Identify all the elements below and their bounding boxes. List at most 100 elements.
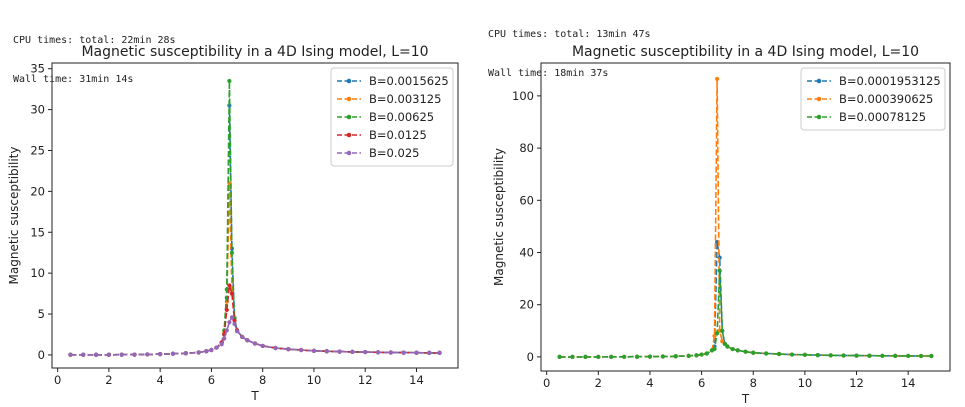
legend-label: B=0.0001953125 xyxy=(839,74,941,88)
wall-time-text: Wall time: 18min 37s xyxy=(488,68,609,79)
cell-output-right: CPU times: total: 13min 47s Wall time: 1… xyxy=(488,2,651,93)
data-point xyxy=(229,250,235,255)
data-point xyxy=(229,291,235,296)
data-point xyxy=(183,351,188,356)
chart-title: Magnetic susceptibility in a 4D Ising mo… xyxy=(81,44,428,60)
series-line xyxy=(70,183,440,356)
data-point xyxy=(906,353,911,359)
data-point xyxy=(854,353,859,358)
x-tick-label: 8 xyxy=(259,373,266,387)
y-tick-label: 0 xyxy=(38,348,45,362)
x-tick-label: 0 xyxy=(543,376,550,390)
x-axis-label: T xyxy=(250,389,259,403)
data-point xyxy=(570,354,575,359)
legend-marker xyxy=(346,78,352,84)
data-point xyxy=(712,346,717,352)
data-point xyxy=(583,354,588,359)
cpu-times-text: CPU times: total: 22min 28s xyxy=(13,35,176,46)
legend-item: B=0.000390625 xyxy=(807,92,933,106)
data-point xyxy=(714,331,720,336)
legend-marker xyxy=(816,114,822,120)
series-B=0.0001953125 xyxy=(557,239,934,359)
data-point xyxy=(751,350,756,355)
data-point xyxy=(232,318,237,323)
y-tick-label: 100 xyxy=(512,89,534,103)
chart-2: Magnetic susceptibility in a 4D Ising mo… xyxy=(492,44,951,406)
data-point xyxy=(704,351,709,356)
data-point xyxy=(227,320,232,325)
data-point xyxy=(437,350,442,355)
data-point xyxy=(622,354,627,359)
y-axis-label: Magnetic susceptibility xyxy=(492,148,506,286)
data-point xyxy=(414,350,419,355)
data-point xyxy=(119,352,124,357)
x-tick-label: 2 xyxy=(105,373,112,387)
legend-item: B=0.00078125 xyxy=(807,110,926,124)
x-tick-label: 12 xyxy=(849,376,864,390)
data-point xyxy=(427,350,432,355)
data-point xyxy=(918,353,924,359)
data-point xyxy=(252,341,258,346)
legend-box xyxy=(330,67,454,167)
data-point xyxy=(867,353,872,358)
legend-label: B=0.0015625 xyxy=(369,74,449,88)
y-tick-label: 25 xyxy=(30,143,45,157)
data-point xyxy=(743,349,748,354)
data-point xyxy=(286,347,291,352)
data-point xyxy=(224,287,229,292)
legend-label: B=0.000390625 xyxy=(839,92,933,106)
legend-label: B=0.00625 xyxy=(369,110,434,124)
cpu-times-text: CPU times: total: 13min 47s xyxy=(488,29,651,40)
legend: B=0.0001953125 B=0.000390625 B=0.00078125 xyxy=(800,67,946,131)
data-point xyxy=(234,329,240,334)
x-axis-label: T xyxy=(741,392,750,406)
data-point xyxy=(634,354,640,359)
y-tick-label: 80 xyxy=(519,141,534,155)
series-line xyxy=(559,241,932,358)
data-point xyxy=(401,350,406,355)
legend-label: B=0.0125 xyxy=(369,128,427,142)
data-point xyxy=(260,343,265,349)
y-tick-label: 0 xyxy=(527,350,534,364)
data-point xyxy=(841,353,846,358)
wall-time-text: Wall time: 31min 14s xyxy=(13,74,134,85)
data-point xyxy=(929,353,934,359)
legend-marker xyxy=(816,96,822,102)
data-point xyxy=(828,353,833,358)
data-point xyxy=(204,349,209,354)
legend-marker xyxy=(346,150,352,156)
data-point xyxy=(647,354,653,359)
data-point xyxy=(712,333,717,339)
data-point xyxy=(686,353,691,358)
series-B=0.025 xyxy=(68,315,442,357)
data-point xyxy=(81,352,86,357)
legend-label: B=0.00078125 xyxy=(839,110,926,124)
x-tick-label: 6 xyxy=(698,376,705,390)
data-point xyxy=(557,354,562,359)
data-point xyxy=(224,307,229,313)
data-point xyxy=(229,315,235,320)
chart-title: Magnetic susceptibility in a 4D Ising mo… xyxy=(572,44,919,60)
y-tick-label: 20 xyxy=(519,298,534,312)
legend-marker xyxy=(346,132,352,138)
x-tick-label: 14 xyxy=(901,376,916,390)
data-point xyxy=(694,353,699,358)
legend-item: B=0.025 xyxy=(337,146,419,160)
x-tick-label: 10 xyxy=(307,373,322,387)
data-point xyxy=(893,353,898,358)
x-tick-label: 2 xyxy=(595,376,602,390)
data-point xyxy=(219,342,224,347)
data-point xyxy=(764,351,769,356)
y-tick-label: 10 xyxy=(30,266,45,280)
data-point xyxy=(214,345,219,350)
data-point xyxy=(735,348,740,353)
legend-item: B=0.00625 xyxy=(337,110,434,124)
data-point xyxy=(363,349,368,355)
y-tick-label: 5 xyxy=(38,307,45,321)
data-point xyxy=(388,350,393,355)
data-point xyxy=(596,354,601,359)
x-tick-label: 6 xyxy=(208,373,215,387)
x-tick-label: 0 xyxy=(54,373,61,387)
data-point xyxy=(815,352,820,358)
data-point xyxy=(222,336,227,341)
